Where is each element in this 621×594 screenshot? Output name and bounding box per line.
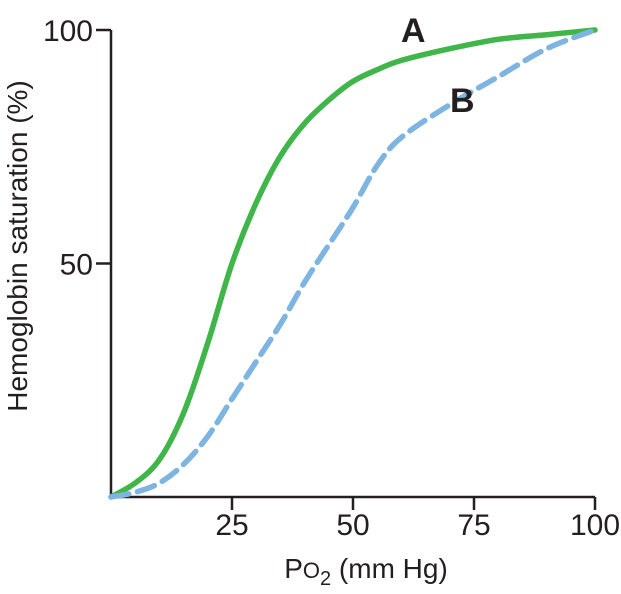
x-tick-label: 50 [336,509,369,542]
x-axis-title-p: P [284,553,303,584]
x-tick-label: 75 [457,509,490,542]
y-axis-title: Hemoglobin saturation (%) [2,80,33,412]
curve-b [108,27,598,500]
x-axis-title-units: (mm Hg) [331,553,448,584]
y-tick-label: 100 [43,15,93,48]
x-axis-title-sub2: 2 [320,568,331,590]
curves [108,27,598,500]
curve-b-label: B [450,82,475,120]
x-tick-label: 100 [570,509,620,542]
axis-lines [109,30,595,499]
x-axis-title-o: O [303,558,320,583]
curve-a [108,27,598,500]
y-tick-label: 50 [60,249,93,282]
x-axis-title: PO2 (mm Hg) [284,553,448,590]
curve-a-label: A [401,12,426,50]
x-tick-label: 25 [215,509,248,542]
axes: 25 50 75 100 50 100 [43,15,620,542]
